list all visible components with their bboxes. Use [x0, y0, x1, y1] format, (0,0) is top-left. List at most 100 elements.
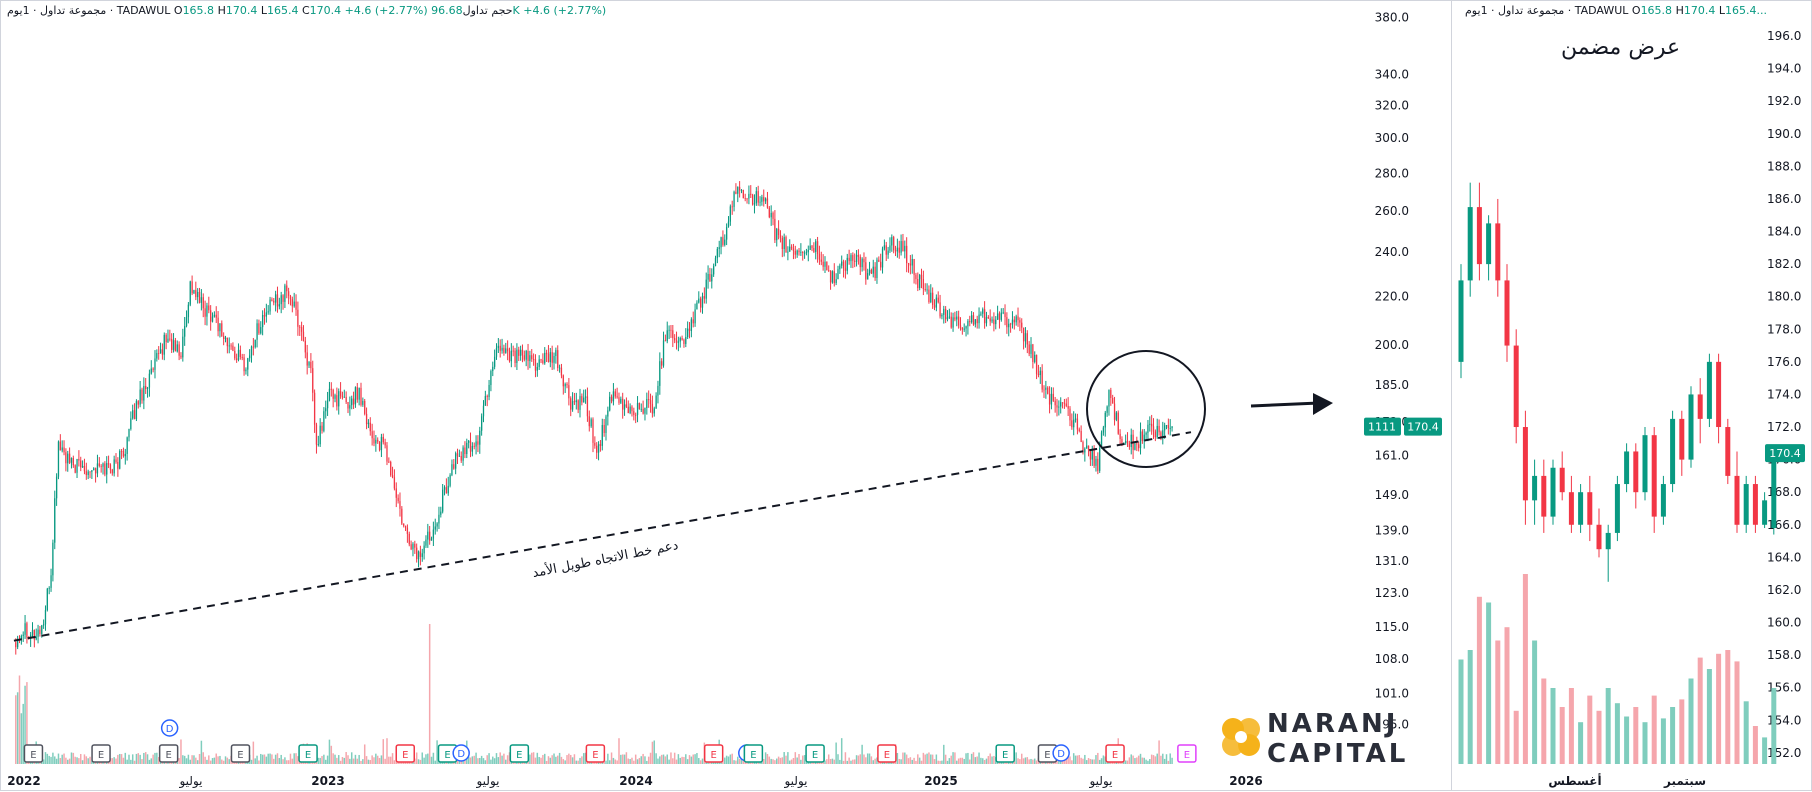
candle-body	[573, 401, 576, 403]
volume-bar	[323, 754, 325, 764]
candle-body	[557, 350, 559, 368]
inset-volume-bar	[1624, 716, 1630, 764]
inset-volume-bar	[1532, 640, 1538, 764]
candle-body	[33, 629, 35, 640]
y-tick-label: 240.0	[1375, 245, 1409, 259]
volume-bar	[664, 756, 667, 764]
symbol-line: مجموعة تداول · 1يوم · TADAWUL	[7, 4, 171, 17]
candle-body	[480, 416, 483, 431]
volume-bar	[350, 752, 353, 764]
candle-body	[130, 418, 132, 429]
candle-body	[616, 396, 618, 398]
candle-body	[970, 315, 973, 323]
candle-body	[1095, 458, 1097, 466]
inset-candle-body	[1458, 280, 1464, 362]
candle-body	[787, 251, 789, 253]
earnings-marker-icon	[158, 744, 179, 763]
volume-bar	[556, 755, 559, 764]
candle-body	[735, 191, 737, 194]
candle-body	[790, 246, 793, 249]
volume-bar	[779, 757, 782, 764]
price-badge-count: 1111	[1368, 421, 1396, 434]
inset-candle-body	[1550, 467, 1556, 517]
candle-body	[412, 543, 414, 550]
candle-body	[399, 501, 401, 509]
volume-bar	[989, 753, 991, 764]
volume-bar	[668, 759, 670, 764]
volume-bar	[133, 760, 136, 764]
volume-bar	[503, 753, 505, 764]
volume-bar	[629, 759, 631, 764]
candle-body	[922, 279, 925, 290]
candle-body	[894, 250, 897, 252]
y-tick-label: 108.0	[1375, 652, 1409, 666]
candle-body	[226, 337, 229, 347]
volume-bar	[634, 754, 637, 764]
candle-body	[443, 487, 446, 490]
volume-bar	[827, 754, 830, 764]
volume-bar	[532, 752, 535, 764]
candle-body	[625, 404, 628, 407]
candle-body	[601, 425, 603, 446]
volume-bar	[698, 758, 700, 764]
candle-body	[1022, 327, 1025, 342]
candle-body	[360, 387, 362, 405]
inset-price-badge-bg	[1765, 444, 1805, 463]
candle-body	[239, 349, 242, 357]
candle-body	[527, 350, 529, 361]
candle-body	[523, 355, 525, 360]
candle-body	[1113, 403, 1116, 420]
volume-bar	[772, 759, 774, 764]
candle-body	[989, 318, 991, 322]
volume-bar	[853, 759, 856, 764]
volume-bar	[57, 753, 60, 764]
volume-bar	[647, 756, 650, 764]
volume-bar	[1152, 755, 1155, 764]
candle-body	[137, 401, 139, 405]
candle-body	[42, 624, 45, 626]
inset-volume-bar	[1725, 650, 1731, 764]
candle-body	[67, 453, 69, 464]
volume-bar	[935, 754, 938, 764]
candle-body	[81, 465, 84, 468]
volume-bar	[46, 753, 49, 764]
volume-bar	[865, 757, 867, 764]
volume-bar	[939, 760, 941, 764]
candle-body	[724, 239, 726, 245]
volume-bar	[770, 758, 772, 764]
candle-body	[566, 384, 568, 386]
volume-bar	[614, 759, 617, 764]
inset-volume-bar	[1578, 722, 1584, 764]
volume-bar	[666, 754, 668, 764]
volume-bar	[575, 760, 578, 764]
candle-body	[380, 436, 383, 451]
candle-body	[388, 461, 390, 463]
volume-bar	[1030, 758, 1032, 764]
volume-bar	[980, 757, 982, 764]
candle-body	[1154, 431, 1157, 438]
volume-bar	[646, 760, 648, 764]
candle-body	[176, 344, 178, 352]
inset-y-tick-label: 174.0	[1767, 387, 1801, 401]
candle-body	[919, 274, 921, 289]
volume-bar	[289, 753, 292, 764]
earnings-marker-icon	[230, 744, 251, 763]
candle-body	[655, 395, 657, 409]
candle-body	[770, 212, 772, 218]
volume-bar	[987, 756, 990, 764]
candle-body	[868, 269, 871, 274]
candle-body	[943, 308, 945, 315]
volume-bar	[343, 757, 346, 764]
candle-body	[538, 359, 540, 367]
candle-body	[447, 485, 449, 494]
candle-body	[1015, 316, 1017, 323]
volume-bar	[657, 758, 659, 764]
volume-bar	[206, 759, 208, 764]
volume-bar	[131, 754, 134, 764]
volume-bar	[831, 758, 834, 764]
volume-bar	[48, 755, 50, 764]
candle-body	[384, 442, 386, 446]
volume-bar	[74, 756, 76, 764]
candle-body	[223, 336, 225, 340]
